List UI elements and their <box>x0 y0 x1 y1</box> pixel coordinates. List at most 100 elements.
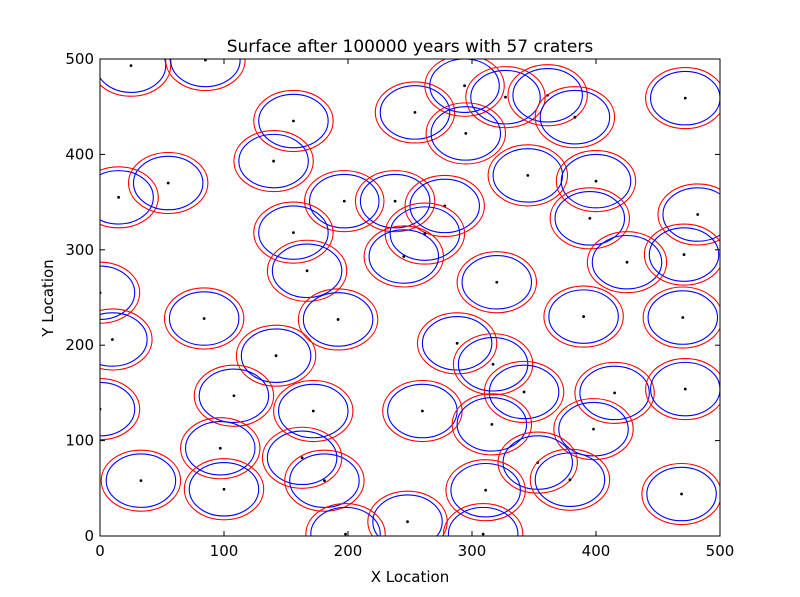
crater-bowl <box>185 420 256 476</box>
crater-bowl <box>100 312 148 367</box>
crater-rim <box>452 333 534 396</box>
crater-bowl <box>100 381 136 437</box>
crater-center-point <box>336 318 340 321</box>
crater <box>100 166 159 229</box>
crater-rim <box>100 449 182 512</box>
crater-bowl <box>646 466 717 522</box>
crater <box>657 183 720 246</box>
crater <box>553 398 634 461</box>
crater <box>253 201 334 264</box>
crater-rim <box>253 89 334 153</box>
crater-rim <box>374 81 456 144</box>
crater-center-point <box>682 253 686 256</box>
crater-bowl <box>278 383 349 439</box>
crater-bowl <box>539 89 611 145</box>
crater-bowl <box>558 401 629 457</box>
crater <box>555 150 637 213</box>
crater-center-point <box>292 231 295 235</box>
crater-center-point <box>406 520 409 524</box>
crater-bowl <box>488 364 560 420</box>
crater-rim <box>127 151 209 215</box>
crater-bowl <box>271 243 343 299</box>
crater-center-point <box>232 394 236 398</box>
crater-rim <box>497 431 578 494</box>
crater-center-point <box>481 532 485 536</box>
crater-center-point <box>323 479 326 483</box>
crater <box>645 67 720 130</box>
crater <box>451 393 533 456</box>
crater-bowl <box>372 494 443 536</box>
crater-center-point <box>274 354 278 358</box>
y-tick-label: 200 <box>65 336 94 354</box>
crater-rim <box>425 102 507 165</box>
crater-center-point <box>342 199 346 203</box>
crater-bowl <box>258 205 329 260</box>
crater-center-point <box>680 492 683 496</box>
crater-bowl <box>554 191 626 246</box>
crater-bowl <box>379 85 451 140</box>
crater-rim <box>284 449 365 512</box>
crater-rim <box>183 458 265 521</box>
crater-center-point <box>568 478 572 482</box>
crater <box>586 231 668 294</box>
chart-title: Surface after 100000 years with 57 crate… <box>227 37 594 57</box>
y-tick-label: 400 <box>65 145 94 163</box>
crater-bowl <box>389 206 461 261</box>
crater-center-point <box>129 64 133 68</box>
crater-bowl <box>470 69 541 125</box>
crater-center-point <box>683 387 687 391</box>
crater-center-point <box>300 456 304 460</box>
y-tick-label: 100 <box>65 432 94 450</box>
crater-rim <box>657 183 720 246</box>
crater-rim <box>643 223 720 286</box>
crater <box>643 223 720 286</box>
crater-rim <box>100 378 141 441</box>
crater <box>354 170 436 233</box>
crater-center-point <box>393 199 397 203</box>
crater <box>253 89 334 153</box>
x-axis-label: X Location <box>371 568 450 586</box>
crater-center-point <box>495 280 499 284</box>
crater-center-point <box>117 195 120 199</box>
crater <box>574 361 655 424</box>
crater-center-point <box>463 84 466 88</box>
plot-frame <box>99 58 721 537</box>
crater-bowl <box>447 506 519 536</box>
y-axis-label: Y Location <box>39 259 57 337</box>
crater-center-point <box>218 446 222 450</box>
crater-bowl <box>534 452 606 507</box>
crater-center-point <box>526 173 530 177</box>
crater-bowl <box>450 462 521 518</box>
crater-center-point <box>311 409 315 413</box>
crater <box>445 459 526 522</box>
crater-rim <box>404 174 485 237</box>
crater-rim <box>304 170 385 233</box>
crater-bowl <box>647 290 719 345</box>
crater-bowl <box>100 59 167 93</box>
crater-center-point <box>402 255 406 258</box>
crater <box>305 503 386 536</box>
crater-rim <box>529 448 611 511</box>
crater-bowl <box>650 361 720 417</box>
crater-center-point <box>272 159 275 163</box>
crater-rim <box>165 59 246 92</box>
crater <box>382 379 463 443</box>
crater-layer <box>100 59 720 536</box>
crater-bowl <box>430 106 502 161</box>
crater <box>645 358 720 421</box>
crater <box>266 239 348 302</box>
crater <box>284 449 365 512</box>
crater-rim <box>586 231 668 294</box>
crater <box>549 187 631 250</box>
crater-bowl <box>359 173 431 229</box>
crater-bowl <box>188 461 260 517</box>
x-tick-label: 500 <box>706 542 735 560</box>
crater <box>384 202 466 265</box>
crater-rim <box>483 360 565 424</box>
crater-bowl <box>168 291 240 346</box>
crater-rim <box>253 201 334 264</box>
crater-center-point <box>222 487 226 491</box>
crater-bowl <box>591 234 663 290</box>
crater-center-point <box>464 132 468 135</box>
crater-rim <box>641 462 720 526</box>
